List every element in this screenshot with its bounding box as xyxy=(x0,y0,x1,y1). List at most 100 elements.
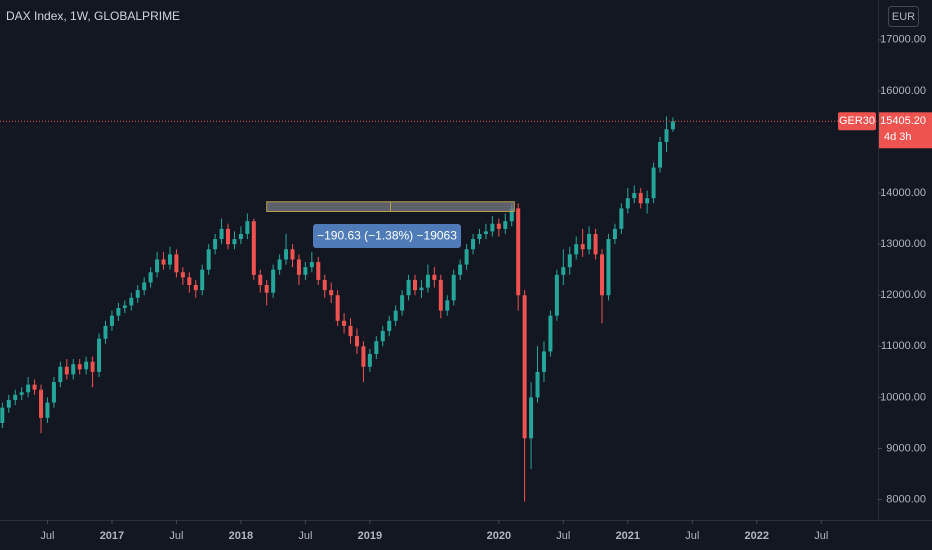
candle-body xyxy=(425,274,430,288)
candle-body xyxy=(658,142,663,168)
candle-body xyxy=(13,394,18,400)
x-tick-label: Jul xyxy=(40,530,54,542)
candle-body xyxy=(574,244,579,255)
candle-body xyxy=(148,272,153,283)
candle-body xyxy=(32,384,37,390)
candle-body xyxy=(535,371,540,398)
candle-body xyxy=(541,351,546,372)
candle-body xyxy=(483,231,488,234)
candle-body xyxy=(329,290,334,296)
candle-body xyxy=(567,254,572,268)
candle-body xyxy=(142,282,147,291)
candle-body xyxy=(406,279,411,296)
candle-body xyxy=(380,331,385,342)
candle-body xyxy=(219,228,224,240)
candle-body xyxy=(116,308,121,316)
candle-body xyxy=(258,274,263,286)
candle-body xyxy=(122,305,127,309)
x-tick-label: Jul xyxy=(814,530,828,542)
candle-body xyxy=(206,249,211,270)
symbol-label: GER30 xyxy=(839,115,875,127)
candle-body xyxy=(580,244,585,250)
y-tick-label: 12000.00 xyxy=(880,289,926,301)
candle-body xyxy=(464,249,469,265)
candle-body xyxy=(554,274,559,316)
candle-body xyxy=(632,193,637,199)
candle-body xyxy=(84,361,89,370)
candle-body xyxy=(361,346,366,367)
candle-body xyxy=(64,366,69,375)
candle-body xyxy=(638,193,643,204)
candle-body xyxy=(277,259,282,270)
x-tick-label: 2021 xyxy=(616,530,640,542)
candle-body xyxy=(322,279,327,291)
candle-body xyxy=(213,239,218,250)
candle-body xyxy=(167,254,172,265)
candle-body xyxy=(477,233,482,240)
candle-body xyxy=(264,285,269,293)
candle-body xyxy=(367,353,372,367)
candle-body xyxy=(90,361,95,372)
candle-body xyxy=(200,269,205,291)
candle-body xyxy=(271,269,276,293)
y-tick-label: 10000.00 xyxy=(880,391,926,403)
candle-body xyxy=(522,295,527,439)
candle-body xyxy=(471,239,476,250)
candle-body xyxy=(71,364,76,375)
candle-body xyxy=(413,279,418,291)
currency-box[interactable] xyxy=(888,6,919,27)
candle-body xyxy=(180,272,185,278)
candle-body xyxy=(51,382,56,403)
x-tick-label: 2017 xyxy=(100,530,124,542)
candle-body xyxy=(670,121,675,130)
candle-body xyxy=(284,249,289,260)
candle-body xyxy=(587,233,592,250)
candle-body xyxy=(19,392,24,395)
candle-body xyxy=(458,264,463,275)
candle-body xyxy=(600,254,605,296)
candle-body xyxy=(135,290,140,298)
candle-body xyxy=(245,221,250,234)
candle-body xyxy=(529,397,534,439)
candle-body xyxy=(496,223,501,229)
candle-body xyxy=(348,325,353,337)
candle-body xyxy=(161,259,166,265)
x-tick-label: Jul xyxy=(556,530,570,542)
candle-body xyxy=(374,341,379,354)
candle-body xyxy=(58,366,63,383)
candle-body xyxy=(155,259,160,273)
candle-body xyxy=(296,259,301,275)
y-tick-label: 8000.00 xyxy=(886,493,926,505)
candle-body xyxy=(419,287,424,291)
currency[interactable]: EUR xyxy=(892,11,915,23)
candle-body xyxy=(97,338,102,372)
candle-body xyxy=(0,407,5,423)
candle-body xyxy=(516,208,521,296)
candle-body xyxy=(393,310,398,321)
candle-body xyxy=(39,389,44,418)
candle-body xyxy=(509,208,514,222)
candle-body xyxy=(451,274,456,301)
x-tick-label: Jul xyxy=(685,530,699,542)
candle-body xyxy=(342,320,347,326)
candle-body xyxy=(503,221,508,229)
x-tick-label: 2018 xyxy=(229,530,253,542)
candle-body xyxy=(232,239,237,245)
x-tick-label: Jul xyxy=(298,530,312,542)
x-tick-label: Jul xyxy=(169,530,183,542)
candle-body xyxy=(174,254,179,273)
candle-body xyxy=(561,267,566,275)
plot-area xyxy=(0,116,675,502)
chart-title: DAX Index, 1W, GLOBALPRIME xyxy=(6,9,180,23)
y-tick-label: 11000.00 xyxy=(881,340,926,352)
candle-body xyxy=(664,129,669,143)
y-tick-label: 17000.00 xyxy=(880,34,926,46)
candle-body xyxy=(103,325,108,339)
candle-body xyxy=(548,315,553,352)
countdown-label: 4d 3h xyxy=(884,131,912,143)
candle-body xyxy=(109,315,114,326)
candle-body xyxy=(6,399,11,408)
candle-body xyxy=(645,198,650,204)
